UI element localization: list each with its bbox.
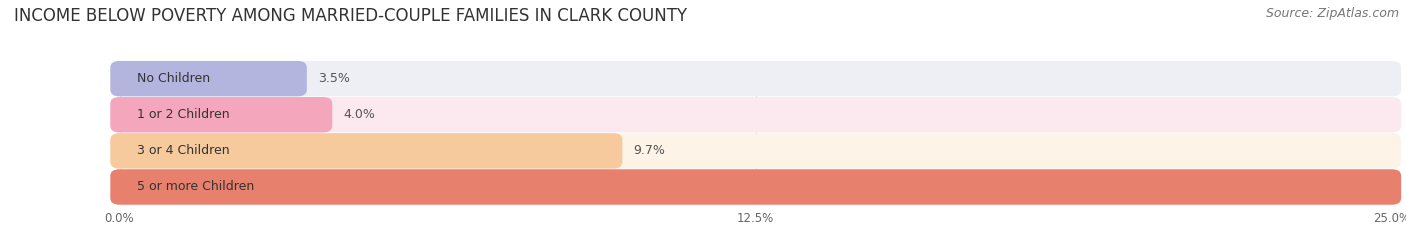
- FancyBboxPatch shape: [110, 133, 623, 168]
- FancyBboxPatch shape: [110, 169, 1402, 205]
- Text: 3 or 4 Children: 3 or 4 Children: [138, 144, 231, 157]
- FancyBboxPatch shape: [110, 61, 1402, 96]
- FancyBboxPatch shape: [110, 169, 1402, 205]
- Text: No Children: No Children: [138, 72, 211, 85]
- FancyBboxPatch shape: [110, 97, 1402, 132]
- FancyBboxPatch shape: [110, 61, 307, 96]
- FancyBboxPatch shape: [110, 133, 1402, 168]
- Text: 1 or 2 Children: 1 or 2 Children: [138, 108, 231, 121]
- Text: INCOME BELOW POVERTY AMONG MARRIED-COUPLE FAMILIES IN CLARK COUNTY: INCOME BELOW POVERTY AMONG MARRIED-COUPL…: [14, 7, 688, 25]
- Text: 5 or more Children: 5 or more Children: [138, 181, 254, 193]
- Text: Source: ZipAtlas.com: Source: ZipAtlas.com: [1265, 7, 1399, 20]
- FancyBboxPatch shape: [110, 97, 332, 132]
- Text: 3.5%: 3.5%: [318, 72, 350, 85]
- Text: 4.0%: 4.0%: [343, 108, 375, 121]
- Text: 9.7%: 9.7%: [634, 144, 665, 157]
